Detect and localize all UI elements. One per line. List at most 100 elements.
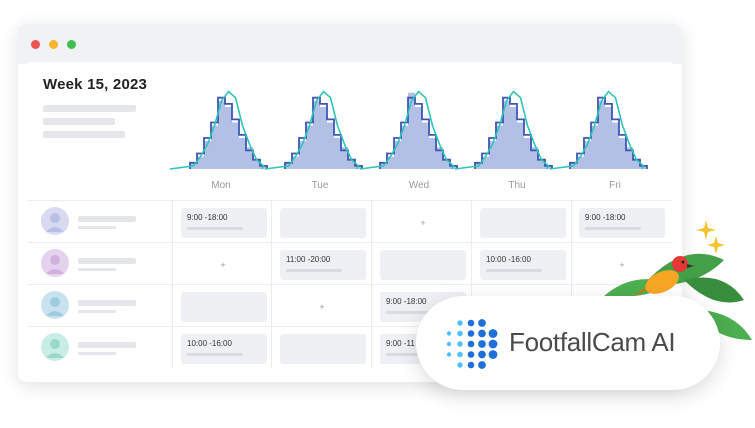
placeholder-line xyxy=(78,226,116,229)
footfall-bar xyxy=(577,156,584,169)
logo-dot xyxy=(478,329,486,338)
footfall-bar xyxy=(633,159,640,169)
grid-line xyxy=(471,200,472,368)
title-bar xyxy=(18,24,682,64)
footfall-bar xyxy=(292,156,299,169)
footfall-bar xyxy=(591,125,598,169)
logo-dot xyxy=(457,320,463,326)
shift-cell[interactable] xyxy=(380,250,466,280)
brand-badge: FootfallCam AI xyxy=(416,296,720,390)
grid-line xyxy=(28,326,672,327)
footfall-bar xyxy=(387,156,394,169)
logo-dot xyxy=(467,319,475,327)
footfall-bar xyxy=(306,125,313,169)
footfall-bar xyxy=(531,147,538,169)
day-label-wed: Wed xyxy=(408,180,430,191)
footfall-bar xyxy=(348,159,355,169)
footfall-bar xyxy=(394,141,401,169)
person-icon xyxy=(41,333,69,361)
footfall-bar xyxy=(320,107,327,169)
logo-dot xyxy=(457,351,463,358)
footfall-bar xyxy=(341,147,348,169)
footfall-bar xyxy=(225,107,232,169)
footfall-bar xyxy=(626,147,633,169)
shift-cell[interactable]: 10:00 -16:00 xyxy=(181,334,267,364)
grid-line xyxy=(371,200,372,368)
footfall-trend-line xyxy=(359,90,455,170)
logo-dot xyxy=(457,341,463,347)
grid-line xyxy=(28,242,672,243)
grid-line xyxy=(271,200,272,368)
footfall-bar xyxy=(619,138,626,169)
footfall-bar xyxy=(299,141,306,169)
minimize-window-button[interactable] xyxy=(49,40,58,49)
placeholder-line xyxy=(78,268,116,271)
footfall-bar xyxy=(239,138,246,169)
placeholder-line xyxy=(78,342,136,348)
footfall-bar xyxy=(246,147,253,169)
day-label-fri: Fri xyxy=(609,180,621,191)
logo-dot xyxy=(467,340,475,348)
week-title: Week 15, 2023 xyxy=(43,76,148,93)
logo-dot xyxy=(478,340,486,348)
grid-line xyxy=(28,200,672,201)
footfall-trend-line xyxy=(169,90,265,170)
logo-dot xyxy=(488,329,498,338)
shift-cell[interactable] xyxy=(280,208,366,238)
footfall-bar xyxy=(436,147,443,169)
footfall-bar xyxy=(401,125,408,169)
placeholder-line xyxy=(78,216,136,222)
footfall-bar xyxy=(489,141,496,169)
footfall-trend-line xyxy=(454,90,550,170)
person-icon xyxy=(41,249,69,277)
footfall-bar xyxy=(503,100,510,169)
add-shift-button[interactable]: + xyxy=(220,260,226,270)
avatar xyxy=(41,333,69,361)
logo-dot xyxy=(478,319,486,327)
shift-cell[interactable]: 9:00 -18:00 xyxy=(579,208,665,238)
logo-dot xyxy=(467,361,475,369)
footfall-bar xyxy=(415,107,422,169)
logo-dot xyxy=(446,352,452,357)
add-shift-button[interactable]: + xyxy=(619,260,625,270)
footfall-bar xyxy=(510,107,517,169)
footfall-bar xyxy=(524,138,531,169)
footfall-bar xyxy=(253,159,260,169)
footfall-bar xyxy=(204,141,211,169)
logo-dot xyxy=(446,341,452,347)
avatar xyxy=(41,249,69,277)
footfall-bar xyxy=(218,100,225,169)
logo-dot xyxy=(467,330,475,337)
footfall-bar xyxy=(197,156,204,169)
shift-cell[interactable] xyxy=(280,334,366,364)
logo-dot xyxy=(478,350,486,359)
shift-cell[interactable]: 10:00 -16:00 xyxy=(480,250,566,280)
logo-dot xyxy=(467,351,475,358)
footfall-bar xyxy=(211,125,218,169)
shift-cell[interactable] xyxy=(480,208,566,238)
shift-cell[interactable]: 11:00 -20:00 xyxy=(280,250,366,280)
logo-dot xyxy=(457,330,463,337)
placeholder-line xyxy=(78,258,136,264)
footfall-bar xyxy=(422,122,429,169)
logo-dot xyxy=(478,361,486,369)
shift-cell[interactable] xyxy=(181,292,267,322)
placeholder-line xyxy=(78,300,136,306)
maximize-window-button[interactable] xyxy=(67,40,76,49)
footfall-bar xyxy=(612,122,619,169)
footfall-bar xyxy=(538,159,545,169)
shift-cell[interactable]: 9:00 -18:00 xyxy=(181,208,267,238)
person-icon xyxy=(41,291,69,319)
close-window-button[interactable] xyxy=(31,40,40,49)
footfall-bar xyxy=(313,100,320,169)
footfall-bar xyxy=(408,92,415,169)
add-shift-button[interactable]: + xyxy=(420,218,426,228)
footfall-bar xyxy=(584,141,591,169)
footfall-bar xyxy=(327,122,334,169)
logo-dot xyxy=(446,331,452,336)
logo-dot xyxy=(488,350,498,359)
footfall-bar xyxy=(598,100,605,169)
grid-line xyxy=(571,200,572,368)
add-shift-button[interactable]: + xyxy=(319,302,325,312)
avatar xyxy=(41,207,69,235)
